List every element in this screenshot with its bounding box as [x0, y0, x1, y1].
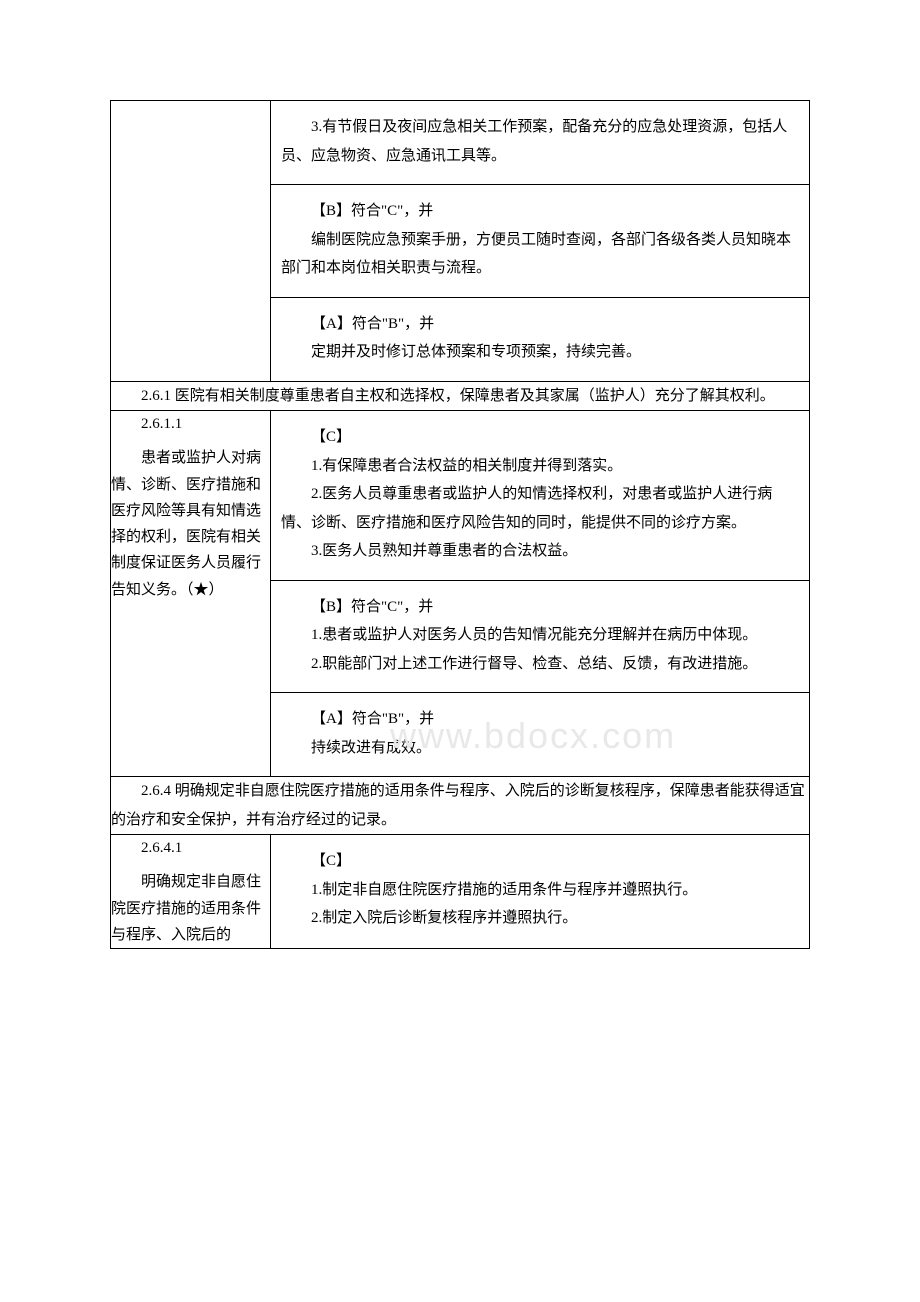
text: 定期并及时修订总体预案和专项预案，持续完善。 — [281, 338, 799, 367]
text: 【A】符合"B"，并 — [281, 705, 799, 734]
row2-cell-c: 【C】 1.有保障患者合法权益的相关制度并得到落实。 2.医务人员尊重患者或监护… — [271, 411, 809, 580]
text: 3.医务人员熟知并尊重患者的合法权益。 — [281, 537, 799, 566]
text: 1.有保障患者合法权益的相关制度并得到落实。 — [281, 452, 799, 481]
row1-inner: 3.有节假日及夜间应急相关工作预案，配备充分的应急处理资源，包括人员、应急物资、… — [271, 101, 809, 381]
page-content: www.bdocx.com 3.有节假日及夜间应急相关工作预案，配备充分的应急处… — [110, 100, 810, 949]
row1-right: 3.有节假日及夜间应急相关工作预案，配备充分的应急处理资源，包括人员、应急物资、… — [271, 101, 810, 382]
text: 1.患者或监护人对医务人员的告知情况能充分理解并在病历中体现。 — [281, 621, 799, 650]
text: 【B】符合"C"，并 — [281, 197, 799, 226]
text: 编制医院应急预案手册，方便员工随时查阅，各部门各级各类人员知晓本部门和本岗位相关… — [281, 226, 799, 283]
row1-cell-c: 3.有节假日及夜间应急相关工作预案，配备充分的应急处理资源，包括人员、应急物资、… — [271, 101, 809, 185]
text: 持续改进有成效。 — [281, 734, 799, 763]
row2-inner: 【C】 1.有保障患者合法权益的相关制度并得到落实。 2.医务人员尊重患者或监护… — [271, 411, 809, 776]
text: 2.医务人员尊重患者或监护人的知情选择权利，对患者或监护人进行病情、诊断、医疗措… — [281, 480, 799, 537]
table-row: 2.6.1 医院有相关制度尊重患者自主权和选择权，保障患者及其家属（监护人）充分… — [111, 381, 810, 411]
row1-cell-b: 【B】符合"C"，并 编制医院应急预案手册，方便员工随时查阅，各部门各级各类人员… — [271, 185, 809, 298]
text: 2.6.4.1 — [111, 835, 270, 861]
table-row: 3.有节假日及夜间应急相关工作预案，配备充分的应急处理资源，包括人员、应急物资、… — [111, 101, 810, 382]
text: 2.6.1.1 — [111, 411, 270, 437]
text: 2.6.4 明确规定非自愿住院医疗措施的适用条件与程序、入院后的诊断复核程序，保… — [111, 777, 809, 834]
text: 2.职能部门对上述工作进行督导、检查、总结、反馈，有改进措施。 — [281, 650, 799, 679]
text: 3.有节假日及夜间应急相关工作预案，配备充分的应急处理资源，包括人员、应急物资、… — [281, 113, 799, 170]
text: 1.制定非自愿住院医疗措施的适用条件与程序并遵照执行。 — [281, 876, 799, 905]
row2-cell-a: 【A】符合"B"，并 持续改进有成效。 — [271, 693, 809, 777]
text: 【B】符合"C"，并 — [281, 593, 799, 622]
row3-right: 【C】 1.制定非自愿住院医疗措施的适用条件与程序并遵照执行。 2.制定入院后诊… — [271, 835, 810, 949]
text: 2.6.1 医院有相关制度尊重患者自主权和选择权，保障患者及其家属（监护人）充分… — [111, 382, 809, 411]
section-264-header: 2.6.4 明确规定非自愿住院医疗措施的适用条件与程序、入院后的诊断复核程序，保… — [111, 777, 810, 835]
text: 【C】 — [281, 423, 799, 452]
table-row: 2.6.4 明确规定非自愿住院医疗措施的适用条件与程序、入院后的诊断复核程序，保… — [111, 777, 810, 835]
text: 明确规定非自愿住院医疗措施的适用条件与程序、入院后的 — [111, 869, 270, 948]
text: 【C】 — [281, 847, 799, 876]
main-table: 3.有节假日及夜间应急相关工作预案，配备充分的应急处理资源，包括人员、应急物资、… — [110, 100, 810, 949]
section-261-header: 2.6.1 医院有相关制度尊重患者自主权和选择权，保障患者及其家属（监护人）充分… — [111, 381, 810, 411]
row3-cell-c: 【C】 1.制定非自愿住院医疗措施的适用条件与程序并遵照执行。 2.制定入院后诊… — [271, 835, 809, 947]
row1-cell-a: 【A】符合"B"，并 定期并及时修订总体预案和专项预案，持续完善。 — [271, 297, 809, 381]
row3-left: 2.6.4.1 明确规定非自愿住院医疗措施的适用条件与程序、入院后的 — [111, 835, 271, 949]
text: 【A】符合"B"，并 — [281, 310, 799, 339]
text: 2.制定入院后诊断复核程序并遵照执行。 — [281, 904, 799, 933]
table-row: 2.6.4.1 明确规定非自愿住院医疗措施的适用条件与程序、入院后的 【C】 1… — [111, 835, 810, 949]
row2-cell-b: 【B】符合"C"，并 1.患者或监护人对医务人员的告知情况能充分理解并在病历中体… — [271, 580, 809, 693]
row3-inner: 【C】 1.制定非自愿住院医疗措施的适用条件与程序并遵照执行。 2.制定入院后诊… — [271, 835, 809, 947]
text: 患者或监护人对病情、诊断、医疗措施和医疗风险等具有知情选择的权利，医院有相关制度… — [111, 445, 270, 603]
row1-left — [111, 101, 271, 382]
row2-right: 【C】 1.有保障患者合法权益的相关制度并得到落实。 2.医务人员尊重患者或监护… — [271, 411, 810, 777]
row2-left: 2.6.1.1 患者或监护人对病情、诊断、医疗措施和医疗风险等具有知情选择的权利… — [111, 411, 271, 777]
table-row: 2.6.1.1 患者或监护人对病情、诊断、医疗措施和医疗风险等具有知情选择的权利… — [111, 411, 810, 777]
